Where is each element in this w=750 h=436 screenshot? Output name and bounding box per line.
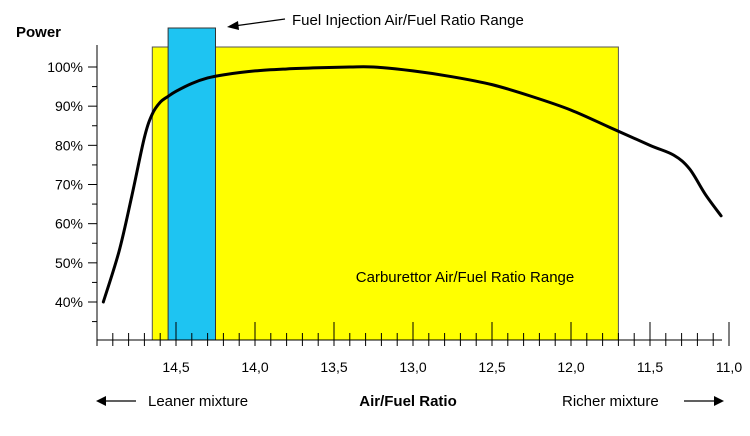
y-tick-label: 90%: [55, 98, 83, 114]
x-tick-label: 11,5: [637, 359, 663, 375]
carburettor-range-area: [151, 46, 619, 341]
series-layer: [101, 65, 723, 304]
fuel-injection-range-label: Fuel Injection Air/Fuel Ratio Range: [292, 12, 524, 29]
y-tick-label: 50%: [55, 255, 83, 271]
x-tick-label: 12,5: [478, 359, 505, 375]
y-axis-title: Power: [16, 24, 61, 41]
axes-layer: [96, 45, 722, 341]
carburettor-range-label: Carburettor Air/Fuel Ratio Range: [356, 269, 574, 286]
y-tick-label: 40%: [55, 294, 83, 310]
richer-mixture-label: Richer mixture: [562, 393, 659, 410]
fuel-injection-callout-arrow: [227, 18, 286, 30]
power-curve-line: [101, 65, 723, 304]
x-tick-label: 13,5: [320, 359, 347, 375]
ranges-layer: [151, 27, 619, 341]
x-tick-label: 14,5: [162, 359, 189, 375]
richer-arrow-icon: [684, 396, 724, 406]
y-tick-label: 80%: [55, 137, 83, 153]
leaner-mixture-label: Leaner mixture: [148, 393, 248, 410]
y-tick-label: 100%: [47, 59, 83, 75]
y-tick-label: 70%: [55, 177, 83, 193]
x-tick-label: 14,0: [241, 359, 268, 375]
fuel-injection-range-area: [167, 27, 217, 341]
leaner-arrow-icon: [96, 396, 136, 406]
x-axis-title: Air/Fuel Ratio: [359, 393, 457, 410]
x-tick-label: 11,0: [716, 359, 742, 375]
x-tick-label: 13,0: [399, 359, 426, 375]
y-tick-label: 60%: [55, 216, 83, 232]
ticks-layer: 40% 50% 60% 70% 80% 90% 100% 14,5 14,0 13,5 13,0 12…: [47, 59, 742, 375]
x-tick-label: 12,0: [557, 359, 584, 375]
